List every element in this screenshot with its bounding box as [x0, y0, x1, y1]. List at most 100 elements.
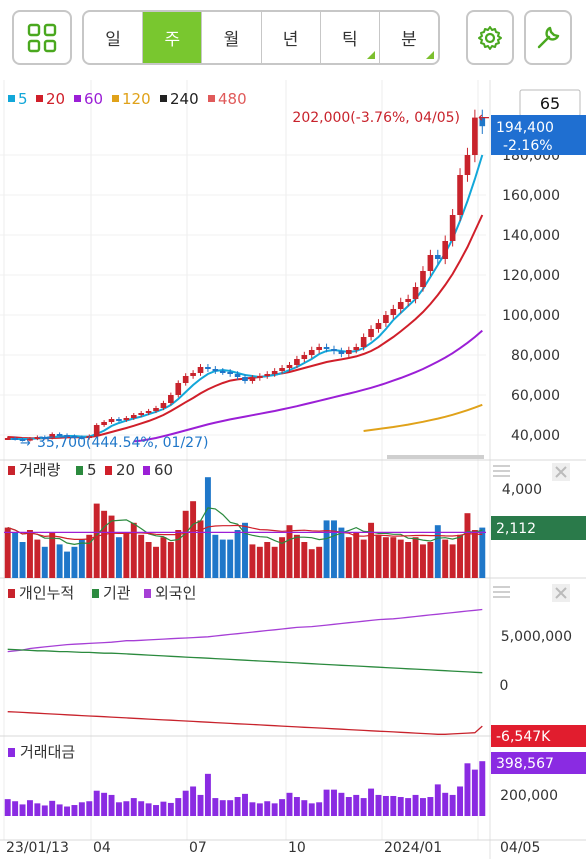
trading-value-bar [4, 799, 11, 816]
trading-value-bar [442, 792, 449, 816]
volume-bar [56, 544, 63, 578]
x-axis-tick: 10 [288, 840, 306, 856]
current-price: 194,400 [496, 120, 554, 136]
price-axis-tick: 80,000 [511, 348, 560, 364]
candle-body [71, 436, 78, 438]
candle-body [368, 329, 374, 337]
candle-body [479, 117, 486, 127]
ma-legend-label: 5 [18, 90, 28, 108]
legend-swatch [112, 95, 119, 102]
x-axis-tick: 04/05 [500, 840, 540, 856]
candle-body [375, 323, 382, 329]
volume-bar [479, 527, 486, 578]
candle-body [56, 434, 63, 436]
tab-2[interactable]: 월 [202, 12, 262, 63]
grid-menu-button[interactable] [12, 10, 72, 65]
candle-body [190, 373, 196, 376]
trading-value-bar [26, 800, 33, 816]
ma-legend-label: 120 [122, 90, 151, 108]
candle-body [405, 299, 411, 302]
price-axis-tick: 60,000 [511, 388, 560, 404]
ma-legend-label: 20 [46, 90, 65, 108]
trading-value-bar [449, 794, 456, 816]
candle-body [434, 255, 441, 259]
investor-current-box [491, 725, 586, 747]
volume-bar [78, 539, 85, 578]
trading-value-bar [19, 804, 26, 816]
trading-value-bar [301, 800, 308, 816]
tab-4[interactable]: 틱 [321, 12, 380, 63]
tools-button[interactable] [524, 10, 572, 65]
trading-value-bar [293, 797, 300, 816]
ma60-line [133, 329, 483, 443]
trading-value-bar [256, 803, 263, 816]
candle-body [472, 117, 478, 155]
volume-legend-label: 5 [87, 461, 97, 479]
submenu-triangle-icon [426, 51, 435, 59]
grid-icon [27, 23, 57, 52]
volume-bar [197, 520, 204, 578]
investor-axis-tick: 5,000,000 [501, 629, 572, 645]
trading-value-bar [56, 804, 63, 816]
current-change: -2.16% [503, 138, 553, 154]
volume-bar [19, 542, 26, 578]
trading-value-bar [123, 801, 130, 816]
trading-value-bar [479, 761, 486, 816]
tab-1[interactable]: 주 [143, 12, 203, 63]
volume-bar [26, 530, 33, 578]
candle-body [123, 418, 130, 420]
volume-bar [293, 534, 300, 578]
volume-current: 2,112 [496, 521, 536, 537]
candle-body [286, 365, 293, 368]
investor-axis-tick: 0 [500, 678, 509, 694]
candle-body [457, 175, 463, 215]
volume-bar [138, 534, 145, 578]
volume-bar [93, 503, 100, 578]
legend-swatch [143, 466, 150, 475]
trading-value-bar [64, 806, 70, 816]
volume-bar [449, 544, 456, 578]
investor-legend-label: 개인누적 [19, 584, 74, 602]
trading-value-bar [190, 786, 197, 816]
tab-0[interactable]: 일 [84, 12, 144, 63]
tab-5[interactable]: 분 [380, 12, 438, 63]
tab-label: 틱 [341, 30, 358, 50]
high-annotation: 202,000(-3.76%, 04/05) [292, 110, 460, 126]
volume-bar [405, 542, 412, 578]
legend-swatch [8, 748, 15, 757]
volume-bar [204, 477, 211, 578]
legend-swatch [105, 466, 112, 475]
period-value: 65 [540, 94, 560, 113]
volume-bar [123, 532, 130, 578]
wrench-icon [537, 26, 560, 48]
trading-value-current: 398,567 [496, 756, 554, 772]
trading-value-bar [101, 792, 108, 816]
candle-body [383, 315, 389, 323]
volume-bar [301, 542, 308, 578]
volume-bar [256, 546, 263, 578]
candle-body [323, 347, 330, 349]
volume-bar [182, 510, 189, 578]
volume-bar [34, 539, 41, 578]
candle-body [79, 437, 85, 439]
price-axis-tick: 140,000 [502, 228, 560, 244]
volume-bar [279, 537, 286, 578]
trading-value-bar [323, 789, 330, 816]
trading-value-bar [286, 792, 293, 816]
candle-body [227, 372, 233, 374]
price-axis-tick: 40,000 [511, 428, 560, 444]
volume-bar [434, 525, 441, 578]
candle-body [338, 351, 345, 354]
trading-value-bar [390, 795, 397, 816]
investor-line-1 [7, 648, 483, 674]
volume-bar [323, 520, 330, 578]
candle-body [331, 349, 337, 351]
settings-button[interactable] [466, 10, 514, 65]
candle-body [4, 438, 11, 440]
trading-value-axis-tick: 200,000 [500, 788, 558, 804]
candle-body [316, 347, 322, 350]
candle-body [397, 302, 404, 309]
tab-3[interactable]: 년 [262, 12, 321, 63]
volume-bar [71, 546, 78, 578]
